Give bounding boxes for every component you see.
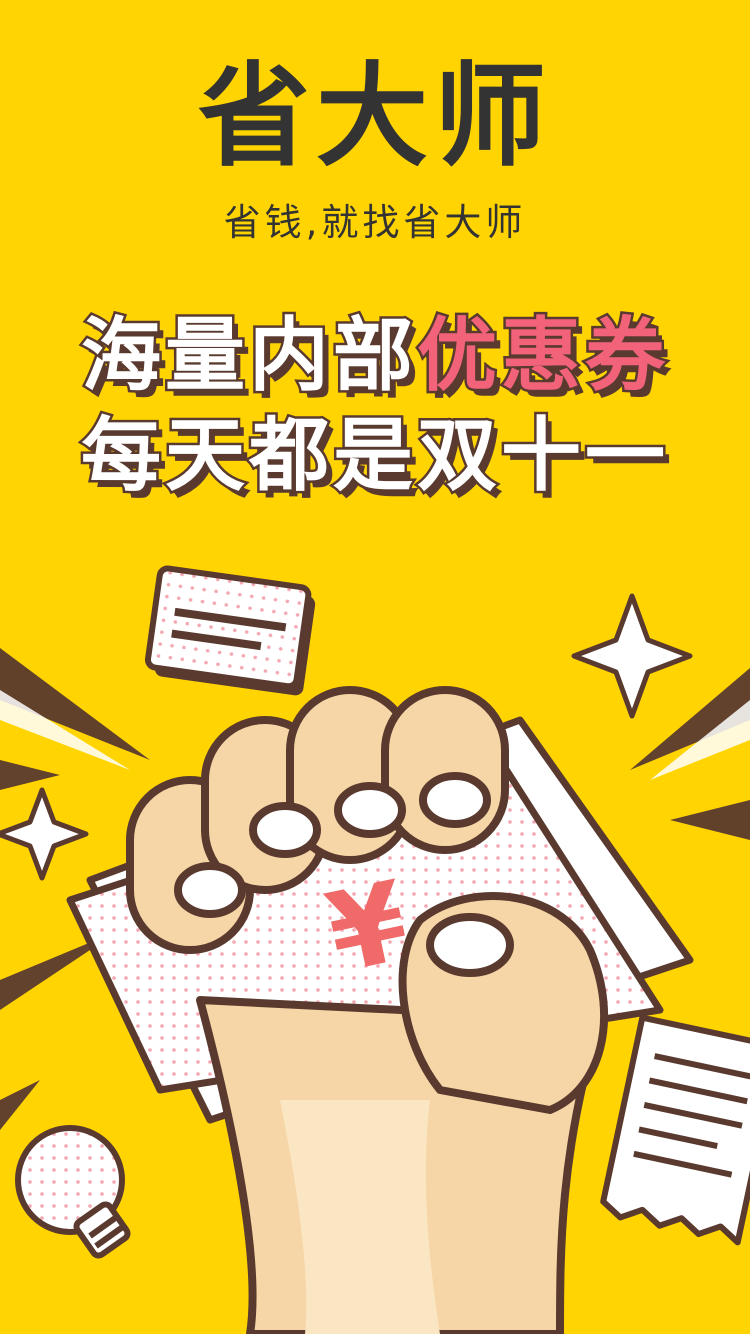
headline-line-1-plain: 海量内部 xyxy=(79,307,417,405)
headline-line-1: 海量内部优惠券 xyxy=(0,307,750,405)
lightbulb-icon xyxy=(15,1125,131,1259)
app-logo: 省大师 xyxy=(198,51,552,182)
burst-rays-light xyxy=(0,690,750,780)
sparkle-icon xyxy=(0,593,693,881)
coupon-icon xyxy=(144,565,316,696)
headline-line-2: 每天都是双十一 xyxy=(79,407,669,505)
fist-icon xyxy=(126,686,609,1334)
headline-line-1-accent: 优惠券 xyxy=(415,307,669,405)
receipt-icon xyxy=(600,1014,750,1246)
brand-tagline: 省钱,就找省大师 xyxy=(223,201,527,244)
